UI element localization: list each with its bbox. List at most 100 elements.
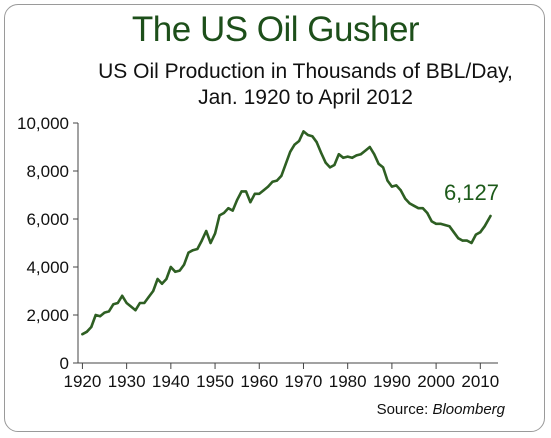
data-point <box>227 207 230 210</box>
data-point <box>107 310 111 313</box>
source-label: Source: <box>376 401 429 418</box>
data-point <box>231 209 234 212</box>
data-point <box>412 204 416 207</box>
y-ticks: 0 2,000 4,000 6,000 8,000 10,000 <box>17 114 78 373</box>
x-tick-label: 1980 <box>329 372 367 391</box>
y-tick-label: 0 <box>60 354 69 373</box>
data-point <box>404 197 407 200</box>
last-value-annotation: 6,127 <box>444 180 499 205</box>
source-name: Bloomberg <box>432 401 505 418</box>
data-point <box>439 222 442 225</box>
data-point <box>465 239 469 242</box>
data-point <box>143 301 146 305</box>
x-tick-label: 1950 <box>196 372 234 391</box>
data-point <box>262 189 265 192</box>
data-point <box>359 153 363 156</box>
data-point <box>134 309 137 312</box>
data-point <box>381 166 385 169</box>
data-point <box>483 225 486 228</box>
data-point <box>271 180 274 183</box>
data-point <box>183 263 186 266</box>
y-tick-label: 8,000 <box>26 162 69 181</box>
data-point <box>302 130 305 133</box>
data-point <box>94 313 97 317</box>
data-point <box>138 301 141 305</box>
data-point <box>461 239 464 242</box>
data-point <box>258 192 261 195</box>
data-point <box>174 270 177 273</box>
data-point <box>368 145 371 149</box>
data-point <box>443 223 447 227</box>
data-point <box>240 190 243 193</box>
data-point <box>479 231 482 234</box>
data-point <box>328 166 332 169</box>
data-point <box>408 202 411 205</box>
data-point <box>236 198 239 201</box>
data-point <box>249 201 252 204</box>
data-point <box>156 277 159 281</box>
data-point <box>377 162 380 165</box>
data-point <box>297 139 301 143</box>
x-ticks: 1920 1930 1940 1950 1960 1970 1980 1990 2000 2010 <box>64 363 499 391</box>
data-point <box>275 179 279 182</box>
data-point <box>289 150 292 153</box>
data-point <box>205 229 208 233</box>
data-point <box>324 161 327 164</box>
data-point <box>386 179 389 182</box>
data-point <box>244 190 248 193</box>
data-point <box>435 222 438 225</box>
data-point <box>187 251 190 254</box>
data-point <box>90 325 93 329</box>
data-point <box>218 214 221 217</box>
data-point <box>103 311 106 314</box>
axes <box>77 123 498 364</box>
data-point <box>311 135 314 138</box>
data-point <box>448 225 451 228</box>
chart-subtitle-line2: Jan. 1920 to April 2012 <box>198 86 413 109</box>
data-point <box>200 239 203 242</box>
data-point <box>373 153 376 156</box>
data-point <box>222 211 225 215</box>
data-point <box>390 185 393 188</box>
x-tick-label: 2000 <box>417 372 455 391</box>
x-tick-label: 1920 <box>64 372 102 391</box>
data-point <box>355 154 358 157</box>
data-point <box>196 247 199 251</box>
data-point <box>81 333 84 336</box>
data-point <box>342 156 345 159</box>
chart-title: The US Oil Gusher <box>131 10 420 49</box>
data-point <box>169 265 172 269</box>
data-point <box>417 207 420 210</box>
data-point <box>121 294 124 297</box>
y-tick-label: 4,000 <box>26 258 69 277</box>
data-point <box>253 192 256 195</box>
data-point <box>213 232 217 235</box>
data-point <box>112 303 115 306</box>
data-point <box>178 269 181 272</box>
data-point <box>320 151 323 155</box>
data-point <box>470 241 473 245</box>
data-point <box>399 189 402 192</box>
data-point <box>165 277 168 281</box>
data-point <box>333 163 336 167</box>
data-point <box>280 174 283 177</box>
source-note: Source: Bloomberg <box>377 401 505 418</box>
x-tick-label: 1990 <box>373 372 411 391</box>
data-point <box>160 282 164 285</box>
y-tick-label: 6,000 <box>26 210 69 229</box>
x-tick-label: 1940 <box>152 372 190 391</box>
data-point <box>152 289 155 293</box>
data-point <box>452 231 455 234</box>
x-tick-label: 1960 <box>240 372 278 391</box>
data-point <box>315 141 318 144</box>
series-group <box>81 130 492 336</box>
data-point <box>364 149 367 152</box>
data-point <box>209 241 212 245</box>
data-point <box>99 315 102 318</box>
data-point <box>306 133 309 137</box>
data-point <box>351 156 354 159</box>
data-point <box>474 233 477 236</box>
data-point <box>284 162 287 165</box>
data-point <box>191 249 195 252</box>
data-point <box>395 184 398 187</box>
